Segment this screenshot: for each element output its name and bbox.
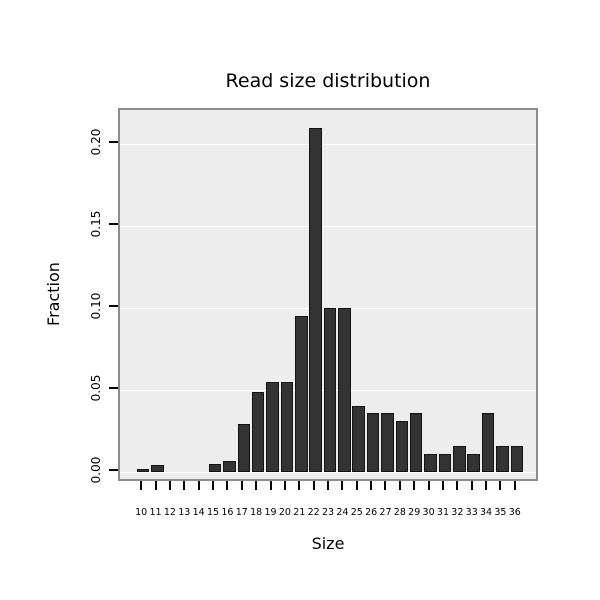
x-tick [427,481,430,490]
x-tick [370,481,373,490]
y-tick-label: 0.15 [89,210,103,238]
bar [151,465,164,472]
bar [309,127,322,472]
gridline [120,226,536,227]
y-tick-label: 0.05 [89,374,103,402]
x-tick [140,481,143,490]
x-tick-label: 32 [451,507,464,518]
bar [366,412,380,472]
bar [510,445,524,472]
x-tick [168,481,171,490]
y-tick [109,141,118,143]
bar [338,308,351,472]
x-tick [269,481,272,490]
x-tick-label: 16 [221,507,234,518]
x-tick [283,481,286,490]
y-axis-label: Fraction [44,262,63,326]
x-tick-label: 26 [365,507,378,518]
x-tick-label: 21 [293,507,306,518]
x-tick [183,481,186,490]
x-tick-label: 29 [408,507,421,518]
x-tick-label: 31 [436,507,449,518]
bar [136,468,150,472]
x-tick-label: 36 [508,507,521,518]
x-tick [154,481,157,490]
x-tick [513,481,516,490]
x-tick [413,481,416,490]
bar [395,421,409,472]
x-tick [341,481,344,490]
y-tick-label: 0.10 [89,292,103,320]
x-tick-label: 28 [393,507,406,518]
y-tick-label: 0.00 [89,456,103,484]
x-tick [456,481,459,490]
bar [251,391,265,472]
bar [424,453,437,472]
x-tick [197,481,200,490]
x-tick [212,481,215,490]
x-tick [398,481,401,490]
x-tick-label: 24 [336,507,349,518]
y-tick [109,387,118,389]
y-tick [109,305,118,307]
gridline [120,144,536,145]
x-tick-label: 22 [307,507,320,518]
y-tick [109,469,118,471]
bar [409,412,423,472]
x-tick-label: 15 [206,507,220,518]
x-tick-label: 25 [350,507,363,518]
bar [381,412,394,472]
bar [237,424,251,472]
x-tick-label: 33 [465,507,478,518]
x-tick-label: 23 [321,507,335,518]
x-tick [255,481,258,490]
bar [280,381,294,472]
x-tick [355,481,358,490]
x-tick-label: 11 [149,507,162,518]
x-tick [327,481,329,490]
x-axis-label: Size [311,534,345,553]
bar [352,406,365,472]
bar [438,453,452,472]
x-tick [384,481,387,490]
x-tick-label: 17 [235,507,248,518]
y-tick-label: 0.20 [89,128,103,156]
plot-panel [118,108,538,481]
bar [496,445,509,472]
bar [223,460,236,472]
x-tick-label: 12 [163,507,176,518]
x-tick [240,481,243,490]
bar [323,308,337,472]
bar [481,412,495,472]
x-tick-label: 34 [480,507,493,518]
x-tick-label: 10 [135,507,148,518]
x-tick-label: 27 [379,507,392,518]
bar [467,453,480,472]
gridline [120,472,536,473]
bar [295,316,308,472]
x-tick-label: 30 [422,507,435,518]
bar [208,463,222,472]
x-tick-label: 13 [178,507,191,518]
bar [266,381,279,472]
y-tick [109,223,118,225]
x-tick [485,481,488,490]
x-tick-label: 14 [192,507,205,518]
x-tick-label: 35 [494,507,507,518]
x-tick [441,481,444,490]
x-tick [226,481,229,490]
x-tick-label: 19 [264,507,277,518]
bar [453,445,466,472]
x-tick [298,481,301,490]
x-tick [499,481,502,490]
x-tick [312,481,315,490]
x-tick-label: 20 [278,507,291,518]
chart-title: Read size distribution [225,70,431,92]
x-tick-label: 18 [250,507,263,518]
x-tick [470,481,473,490]
